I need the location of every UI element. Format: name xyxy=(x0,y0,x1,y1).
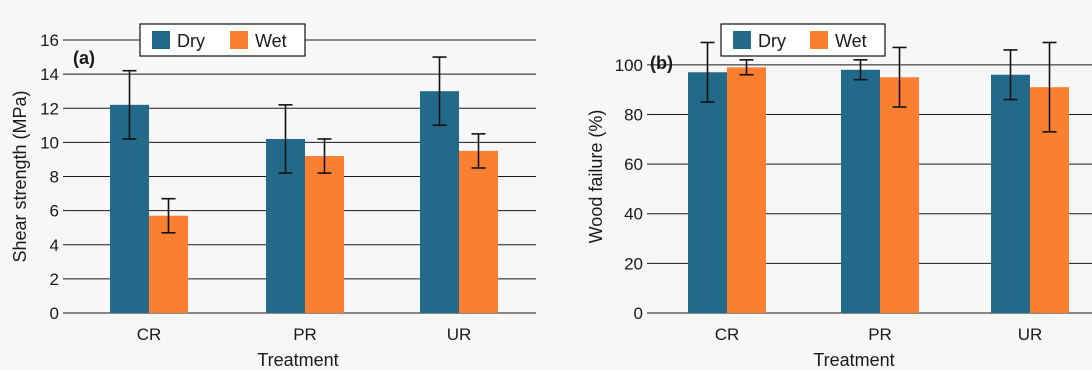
legend-swatch-dry xyxy=(733,31,751,49)
x-axis-title: Treatment xyxy=(257,350,338,370)
chart-panel-a: 0 2 4 6 8 10 12 14 16 CR PR UR Treatment Shear streng… xyxy=(10,23,536,370)
y-tick-label: 14 xyxy=(40,65,59,84)
bar-wet-pr xyxy=(305,156,344,313)
legend-label-wet: Wet xyxy=(255,31,287,51)
y-tick-label: 0 xyxy=(634,304,643,323)
bar-dry-cr xyxy=(688,72,727,313)
x-tick-label: PR xyxy=(868,325,892,344)
y-tick-label: 40 xyxy=(624,205,643,224)
legend-swatch-dry xyxy=(152,31,170,49)
y-tick-label: 4 xyxy=(50,236,59,255)
legend-swatch-wet xyxy=(230,31,248,49)
bar-wet-cr xyxy=(727,67,766,313)
y-tick-label: 0 xyxy=(50,304,59,323)
y-axis-title: Wood failure (%) xyxy=(586,110,606,244)
y-tick-label: 100 xyxy=(615,56,643,75)
legend-label-dry: Dry xyxy=(758,31,786,51)
panel-label: (b) xyxy=(650,53,673,73)
bar-dry-pr xyxy=(841,69,880,313)
x-axis-title: Treatment xyxy=(813,350,894,370)
legend-label-wet: Wet xyxy=(835,31,867,51)
x-tick-label: PR xyxy=(293,325,317,344)
y-tick-label: 20 xyxy=(624,254,643,273)
bar-wet-ur xyxy=(459,150,498,313)
y-tick-label: 12 xyxy=(40,99,59,118)
legend-swatch-wet xyxy=(810,31,828,49)
x-tick-label: UR xyxy=(1018,325,1043,344)
x-tick-label: CR xyxy=(137,325,162,344)
x-tick-label: UR xyxy=(447,325,472,344)
y-tick-label: 6 xyxy=(50,202,59,221)
y-axis-title: Shear strength (MPa) xyxy=(10,90,30,262)
y-tick-label: 10 xyxy=(40,133,59,152)
bar-dry-ur xyxy=(991,74,1030,313)
panel-label: (a) xyxy=(73,48,95,68)
x-tick-label: CR xyxy=(715,325,740,344)
legend-label-dry: Dry xyxy=(177,31,205,51)
y-tick-label: 8 xyxy=(50,168,59,187)
y-tick-label: 60 xyxy=(624,155,643,174)
y-tick-label: 80 xyxy=(624,105,643,124)
bar-wet-pr xyxy=(880,77,919,314)
y-tick-label: 16 xyxy=(40,31,59,50)
chart-panel-b: 0 20 40 60 80 100 CR PR UR Treatment Wood failure … xyxy=(546,0,1092,370)
bar-dry-ur xyxy=(420,91,459,313)
y-tick-label: 2 xyxy=(50,270,59,289)
